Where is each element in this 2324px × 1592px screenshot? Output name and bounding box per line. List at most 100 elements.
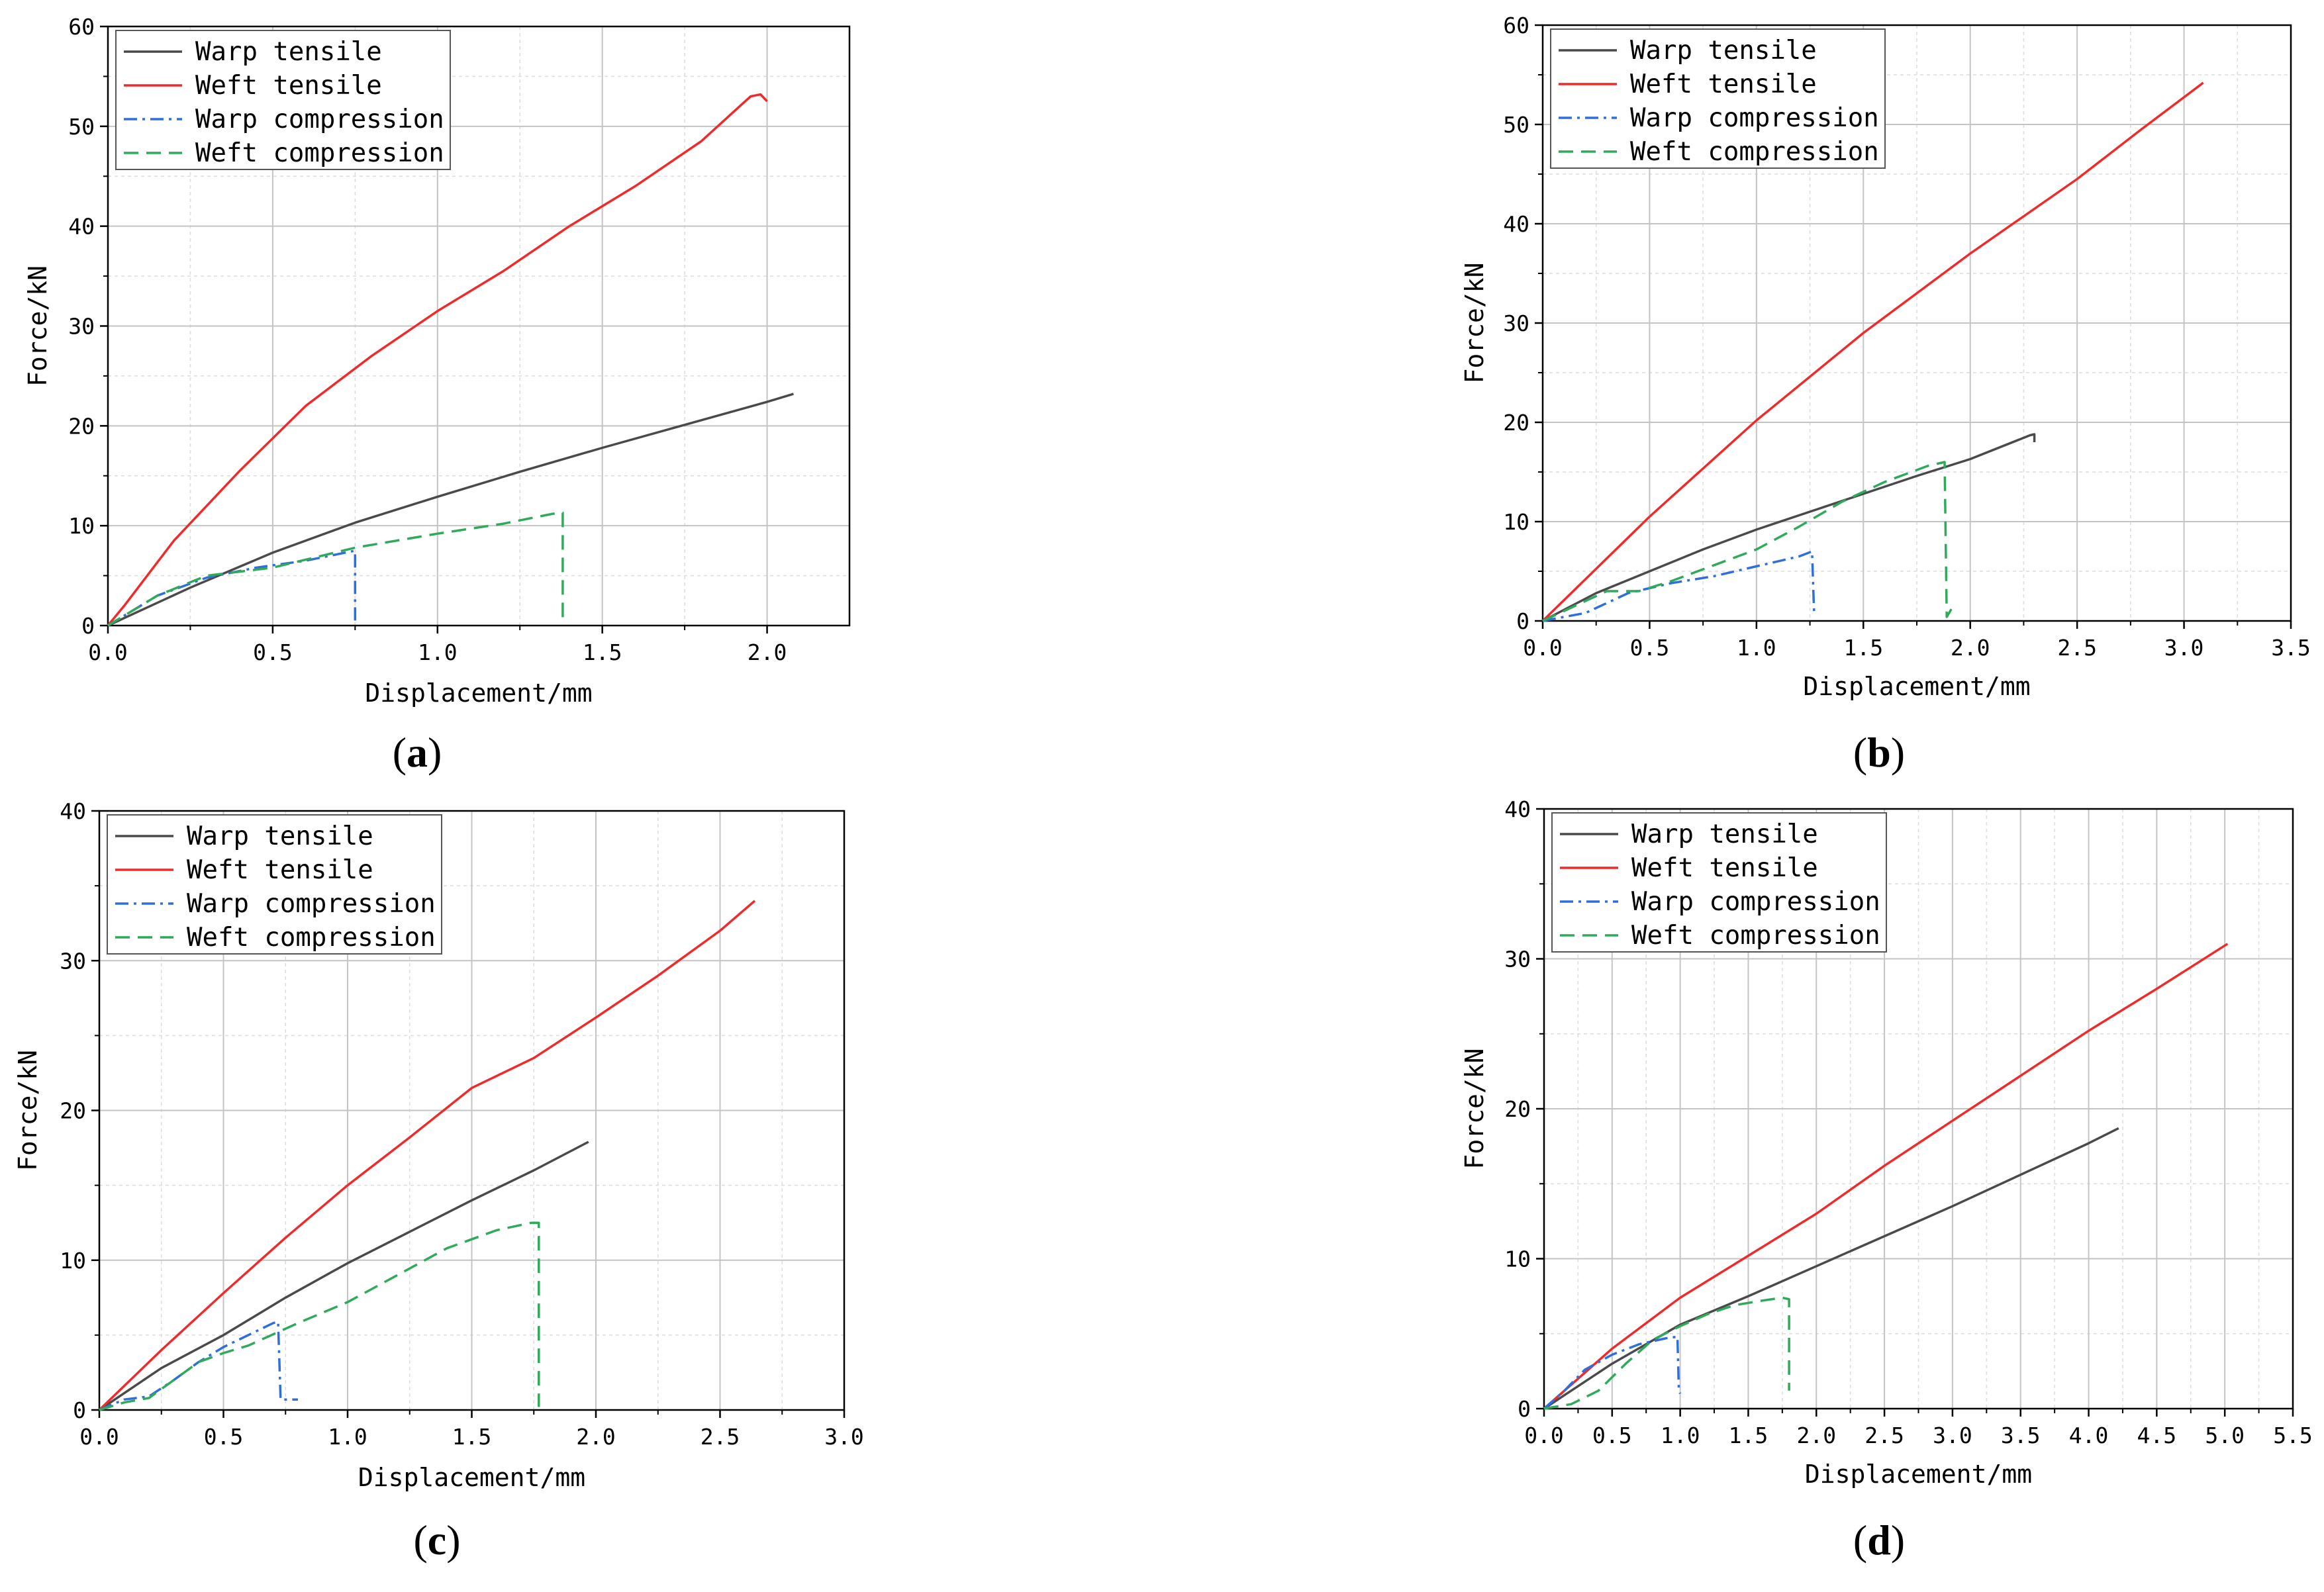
- y-tick-label: 10: [68, 513, 95, 539]
- y-tick-label: 20: [60, 1098, 86, 1124]
- legend-box: [115, 30, 451, 170]
- x-tick-label: 1.0: [418, 639, 458, 665]
- x-tick-label: 0.5: [204, 1424, 244, 1450]
- x-tick-label: 2.0: [576, 1424, 616, 1450]
- caption-close-paren: ): [1891, 729, 1905, 776]
- legend-entry-label: Warp compression: [195, 105, 444, 134]
- x-tick-label: 1.0: [1661, 1423, 1700, 1448]
- y-tick-label: 60: [1503, 13, 1529, 38]
- chart-panel-a: 0.0 0.5 1.0 1.5 2.0 0 10 20 30 40 50 60 Displacement…: [23, 14, 851, 708]
- x-tick-label: 0.0: [1524, 1423, 1564, 1448]
- legend-entry-label: Weft tensile: [195, 71, 382, 101]
- y-tick-label: 40: [1503, 211, 1529, 237]
- legend-entry-label: Warp compression: [1630, 103, 1879, 133]
- x-tick-label: 1.5: [583, 639, 622, 665]
- legend-box: [1551, 812, 1887, 953]
- y-tick-label: 0: [1518, 1396, 1531, 1422]
- panel-caption: (d): [1853, 1517, 1905, 1564]
- x-tick-label: 4.0: [2069, 1423, 2109, 1448]
- legend-entry-label: Weft tensile: [1630, 70, 1817, 99]
- x-tick-label: 3.0: [2164, 635, 2204, 661]
- legend-entry-label: Warp compression: [1631, 887, 1880, 917]
- y-axis-title: Force/kN: [23, 265, 52, 387]
- legend-entry-label: Warp tensile: [187, 821, 373, 851]
- y-tick-label: 0: [81, 613, 95, 639]
- y-tick-label: 10: [1504, 1246, 1531, 1272]
- panel-caption: (b): [1853, 729, 1905, 776]
- caption-open-paren: (: [413, 1517, 427, 1564]
- legend: Warp tensile Weft tensile Warp compression…: [107, 814, 442, 955]
- chart-panel-b: 0.0 0.5 1.0 1.5 2.0 2.5 3.0 3.5 0 10 20 30 40 50 60 Dis…: [1460, 13, 2311, 701]
- series-line-weft-tensile: [107, 93, 768, 627]
- y-tick-label: 20: [1503, 410, 1529, 436]
- y-tick-label: 50: [68, 114, 95, 140]
- y-tick-label: 0: [1516, 608, 1529, 634]
- legend-box: [1550, 28, 1886, 169]
- legend: Warp tensile Weft tensile Warp compression…: [1551, 812, 1887, 953]
- panel-caption: (c): [413, 1517, 460, 1564]
- chart-panel-d: 0.0 0.5 1.0 1.5 2.0 2.5 3.0 3.5 4.0 4.5 5.0 5.5 0 10 2…: [1460, 796, 2313, 1489]
- legend-entry-label: Warp tensile: [1630, 36, 1817, 66]
- x-tick-label: 2.5: [2057, 635, 2097, 661]
- x-tick-label: 1.5: [1729, 1423, 1768, 1448]
- caption-open-paren: (: [1853, 1517, 1867, 1564]
- x-tick-label: 3.5: [2001, 1423, 2041, 1448]
- x-tick-label: 0.0: [1523, 635, 1563, 661]
- legend-entry-label: Weft compression: [1630, 137, 1879, 167]
- legend-entry-label: Weft tensile: [187, 855, 373, 885]
- x-tick-label: 0.5: [1630, 635, 1670, 661]
- y-tick-label: 30: [68, 314, 95, 340]
- x-tick-label: 5.5: [2273, 1423, 2313, 1448]
- caption-close-paren: ): [428, 729, 442, 776]
- x-tick-label: 2.0: [1951, 635, 1990, 661]
- x-axis-title: Displacement/mm: [358, 1463, 585, 1492]
- caption-close-paren: ): [1891, 1517, 1905, 1564]
- caption-open-paren: (: [1853, 729, 1867, 776]
- series-line-warp-compression: [1542, 550, 1816, 622]
- caption-close-paren: ): [446, 1517, 460, 1564]
- y-tick-label: 30: [1504, 947, 1531, 972]
- y-tick-label: 20: [68, 413, 95, 439]
- x-tick-label: 2.0: [1796, 1423, 1836, 1448]
- series-line-warp-compression: [107, 549, 357, 627]
- x-tick-label: 3.0: [1933, 1423, 1972, 1448]
- y-tick-label: 40: [1504, 796, 1531, 822]
- legend-entry-label: Warp tensile: [1631, 819, 1818, 849]
- x-axis-title: Displacement/mm: [1803, 672, 2030, 701]
- caption-open-paren: (: [393, 729, 407, 776]
- series-line-weft-tensile: [98, 900, 756, 1411]
- y-tick-label: 30: [60, 948, 86, 974]
- x-axis-title: Displacement/mm: [365, 679, 592, 708]
- caption-letter: b: [1867, 729, 1891, 776]
- x-tick-label: 1.5: [452, 1424, 492, 1450]
- series-line-warp-compression: [99, 1320, 298, 1411]
- x-tick-label: 1.0: [1737, 635, 1776, 661]
- legend-entry-label: Weft tensile: [1631, 853, 1818, 883]
- legend: Warp tensile Weft tensile Warp compression…: [1550, 28, 1886, 169]
- x-tick-label: 2.0: [748, 639, 787, 665]
- panel-caption: (a): [393, 729, 442, 776]
- series-line-warp-tensile: [1543, 1127, 2119, 1410]
- chart-panel-c: 0.0 0.5 1.0 1.5 2.0 2.5 3.0 0 10 20 30 40 Displaceme…: [13, 798, 864, 1492]
- y-tick-label: 60: [68, 14, 95, 40]
- legend: Warp tensile Weft tensile Warp compression…: [115, 30, 451, 170]
- x-tick-label: 3.5: [2271, 635, 2311, 661]
- legend-box: [107, 814, 442, 955]
- x-tick-label: 5.0: [2205, 1423, 2245, 1448]
- x-tick-label: 1.5: [1843, 635, 1883, 661]
- legend-entry-label: Weft compression: [195, 138, 444, 168]
- x-tick-label: 1.0: [328, 1424, 367, 1450]
- x-tick-label: 4.5: [2137, 1423, 2177, 1448]
- x-tick-label: 0.5: [1592, 1423, 1632, 1448]
- series-line-weft-compression: [99, 1221, 540, 1411]
- x-tick-label: 3.0: [824, 1424, 864, 1450]
- series-line-weft-tensile: [1541, 81, 2204, 622]
- y-tick-label: 40: [60, 798, 86, 824]
- x-tick-label: 0.0: [79, 1424, 119, 1450]
- series-line-warp-tensile: [99, 1141, 589, 1411]
- x-axis-title: Displacement/mm: [1805, 1460, 2032, 1489]
- x-tick-label: 0.5: [253, 639, 293, 665]
- x-tick-label: 0.0: [88, 639, 128, 665]
- legend-entry-label: Warp tensile: [195, 37, 382, 67]
